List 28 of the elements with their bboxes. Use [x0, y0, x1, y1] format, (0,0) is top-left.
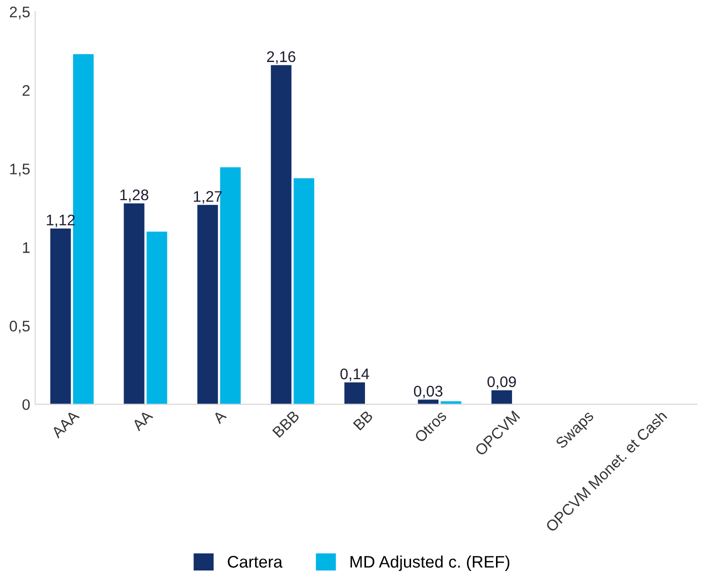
bar [294, 178, 314, 404]
legend-label: MD Adjusted c. (REF) [350, 555, 510, 571]
x-tick-label: A [212, 410, 227, 424]
bar [50, 228, 71, 404]
data-label: 0,14 [340, 368, 370, 382]
y-tick-label: 1,5 [10, 164, 30, 176]
bar [491, 390, 512, 404]
bar [197, 204, 218, 404]
x-tick-label: BB [352, 410, 374, 431]
data-label: 1,28 [120, 189, 148, 202]
x-tick-label: AA [132, 410, 154, 432]
legend-label: Cartera [228, 556, 283, 568]
bar [344, 382, 365, 404]
y-tick-label: 1 [23, 242, 30, 253]
y-tick-label: 2 [22, 85, 30, 96]
bar [418, 400, 439, 404]
data-label: 2,16 [267, 51, 296, 64]
bar [73, 54, 94, 404]
data-label: 0,09 [487, 376, 516, 389]
y-tick-label: 2,5 [10, 6, 30, 20]
y-tick-label: 0 [22, 399, 30, 410]
bar [124, 203, 144, 404]
bar [270, 65, 292, 404]
bar [146, 232, 168, 404]
bar [440, 401, 462, 404]
data-label: 0,03 [414, 386, 442, 398]
y-tick-label: 0,5 [10, 320, 30, 334]
bar [220, 167, 241, 404]
